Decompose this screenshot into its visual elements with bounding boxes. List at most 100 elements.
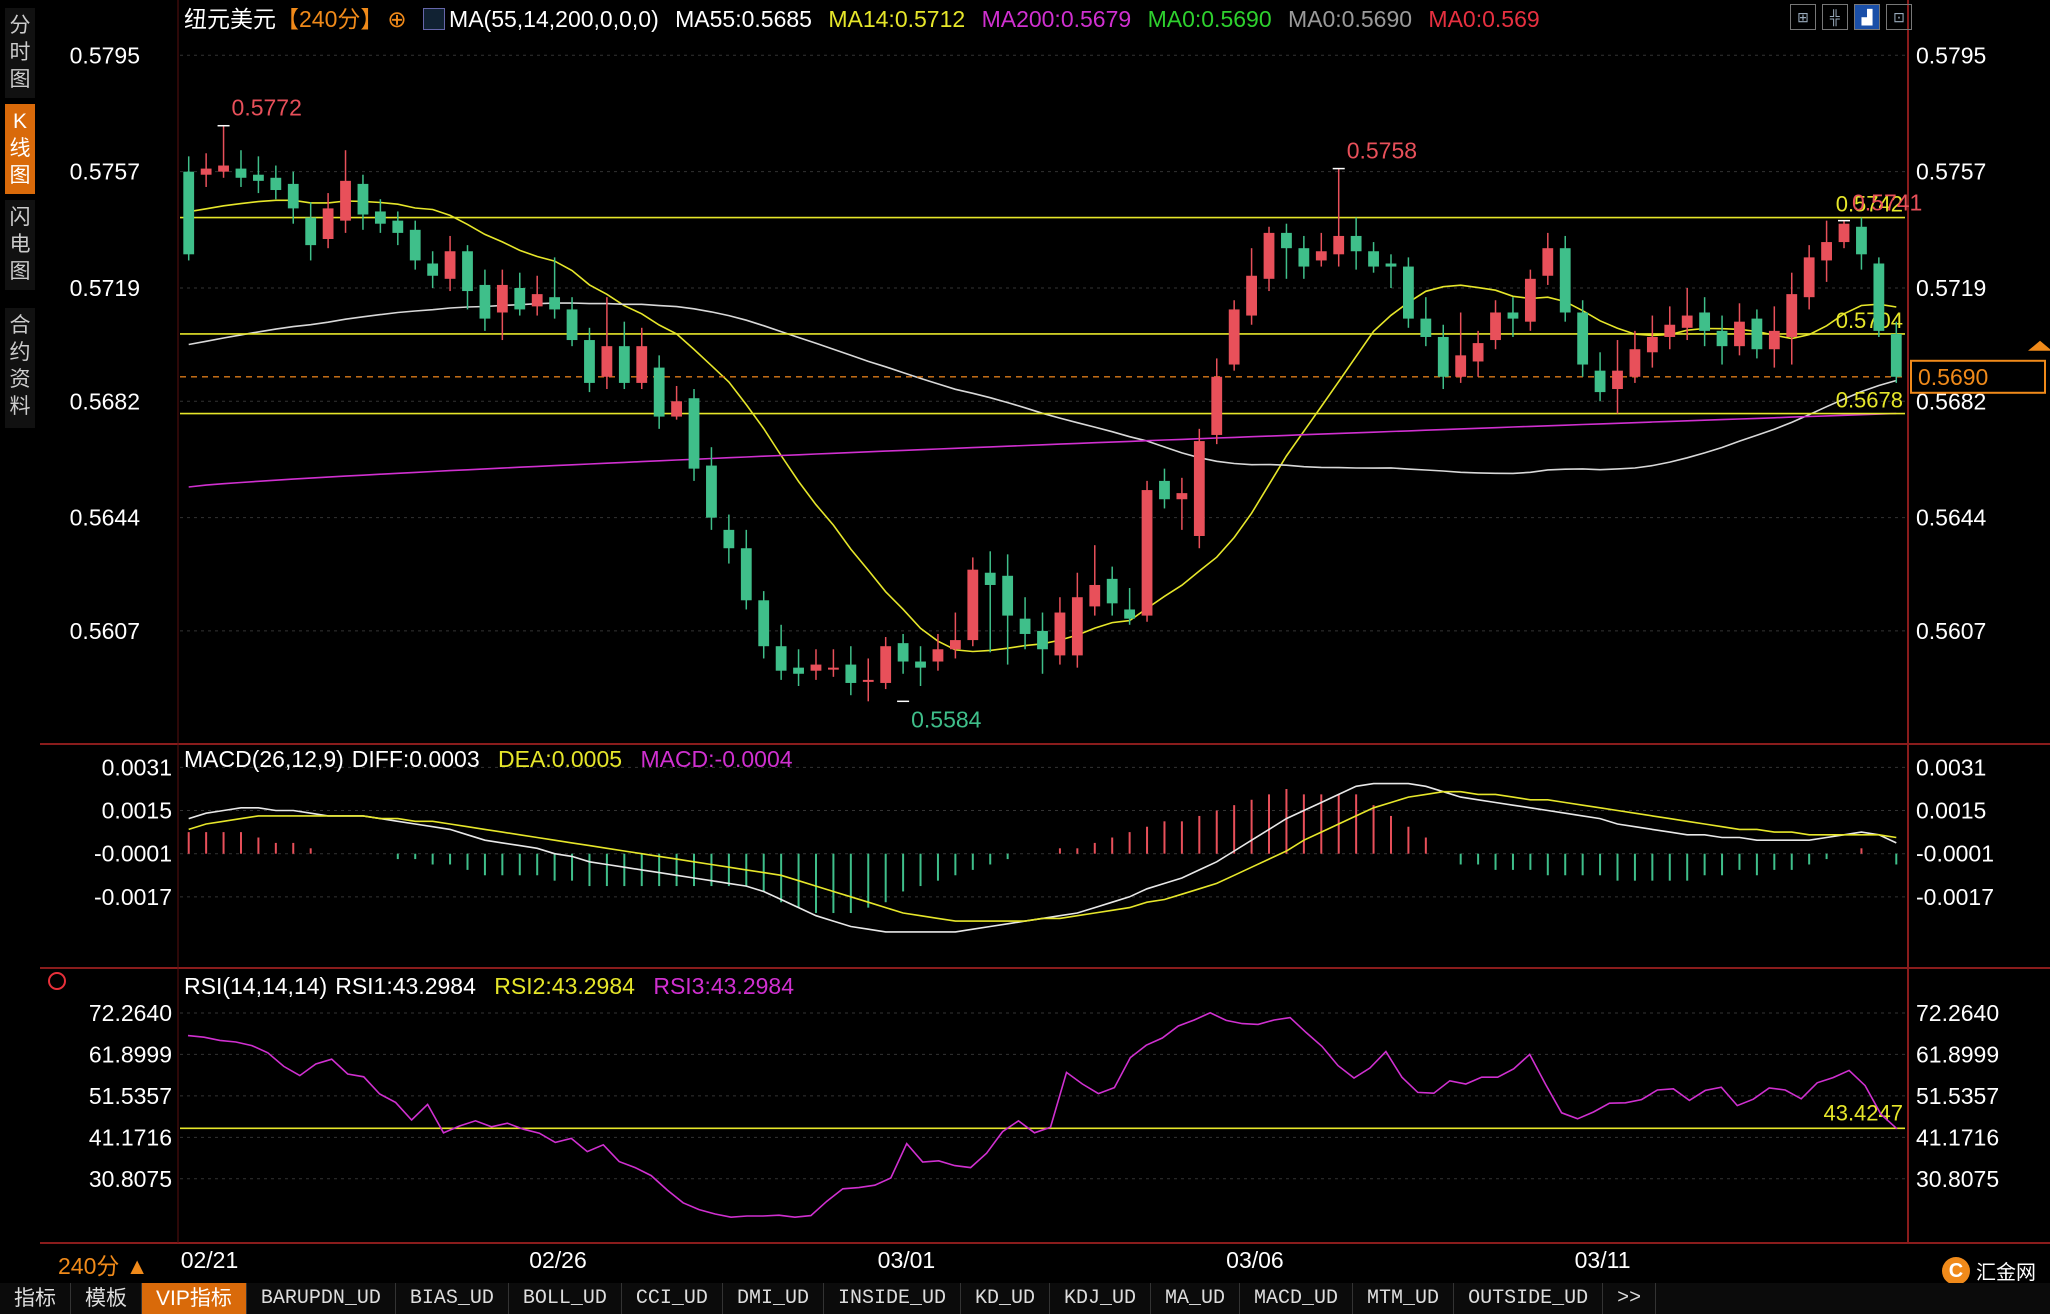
indicator-tab-4[interactable]: BIAS_UD — [396, 1283, 509, 1314]
period-indicator[interactable]: 240分 ▲ — [58, 1253, 149, 1279]
candle-body — [1612, 370, 1623, 390]
y-tick-label-right: 0.5795 — [1916, 42, 1986, 68]
y-tick-label: 0.5682 — [70, 388, 140, 414]
candle-body — [880, 646, 892, 683]
indicator-tab-13[interactable]: MTM_UD — [1353, 1283, 1455, 1314]
y-tick-label: 0.5644 — [70, 505, 141, 531]
rsi-tick-label: 61.8999 — [89, 1041, 172, 1067]
candle-body — [1490, 312, 1501, 341]
candle-body — [949, 640, 961, 650]
y-tick-label-right: 0.5719 — [1916, 275, 1986, 301]
y-tick-label: 0.5607 — [70, 618, 140, 644]
extreme-label: 0.5584 — [911, 706, 982, 732]
y-tick-label-right: 0.5607 — [1916, 618, 1986, 644]
chart-type-icon[interactable]: ▟ — [1854, 4, 1880, 30]
x-tick-label: 03/11 — [1575, 1247, 1631, 1273]
indicator-tab-3[interactable]: BARUPDN_UD — [247, 1283, 396, 1314]
y-tick-label: 0.5719 — [70, 275, 140, 301]
candle-body — [340, 180, 351, 221]
macd-tick-label: -0.0001 — [94, 841, 172, 867]
candle-body — [915, 661, 926, 668]
ma200-line — [188, 412, 1897, 488]
x-tick-label: 03/01 — [878, 1247, 936, 1273]
candle-body — [1298, 248, 1310, 267]
ma-chart-icon[interactable] — [423, 8, 446, 30]
candle-body — [1315, 251, 1327, 261]
extreme-label: 0.5758 — [1347, 138, 1417, 164]
crosshair-toggle-icon[interactable]: ╬ — [1822, 4, 1848, 30]
candle-body — [793, 667, 804, 674]
ma200-value: MA200:0.5679 — [981, 6, 1132, 32]
tab-time-chart[interactable]: 分时图 — [5, 8, 35, 98]
candle-body — [1559, 248, 1571, 313]
macd-tick-label-right: 0.0015 — [1916, 798, 1986, 824]
indicator-tab-0[interactable]: 指标 — [0, 1283, 71, 1314]
indicator-tab-7[interactable]: DMI_UD — [723, 1283, 824, 1314]
candle-body — [1507, 312, 1519, 319]
extreme-label: 0.5741 — [1852, 190, 1922, 216]
grid-icon[interactable]: ⊞ — [1790, 4, 1816, 30]
candle-body — [1228, 309, 1240, 365]
candle-body — [1176, 493, 1188, 500]
last-price-box — [1910, 359, 2046, 394]
candle-body — [1786, 294, 1798, 337]
macd-diff: DIFF:0.0003 — [351, 746, 480, 772]
tab-contract-info[interactable]: 合约资料 — [5, 308, 35, 428]
rsi-line — [187, 1011, 1898, 1219]
rsi-tick-label: 72.2640 — [89, 1000, 172, 1026]
candle-body — [1037, 630, 1048, 650]
candle-body — [740, 548, 752, 601]
indicator-tab-15[interactable]: >> — [1603, 1283, 1657, 1314]
candle-body — [1141, 490, 1153, 616]
period-selector[interactable]: 【240分】 — [276, 6, 384, 32]
indicator-tab-5[interactable]: BOLL_UD — [509, 1283, 622, 1314]
candle-body — [183, 171, 195, 255]
indicator-tab-8[interactable]: INSIDE_UD — [824, 1283, 961, 1314]
brand-logo: C 汇金网 — [1942, 1256, 2036, 1285]
candle-body — [584, 340, 595, 383]
candle-body — [1873, 263, 1885, 331]
macd-params: MACD(26,12,9) — [184, 746, 344, 772]
crosshair-icon[interactable]: ⊕ — [387, 6, 407, 32]
macd-tick-label-right: -0.0017 — [1916, 884, 1994, 910]
candle-body — [932, 649, 944, 662]
candle-body — [1890, 333, 1902, 377]
macd-dea-line — [188, 790, 1897, 922]
brand-logo-icon: C — [1942, 1256, 1970, 1285]
y-tick-label-right: 0.5644 — [1916, 505, 1987, 531]
indicator-tab-10[interactable]: KDJ_UD — [1050, 1283, 1152, 1314]
ma0-red-value: MA0:0.569 — [1428, 6, 1540, 32]
candle-body — [1856, 226, 1867, 255]
candle-body — [967, 569, 979, 641]
rsi-params: RSI(14,14,14) — [184, 973, 328, 999]
candle-body — [1350, 235, 1362, 252]
candle-body — [200, 168, 212, 175]
indicator-tab-1[interactable]: 模板 — [71, 1283, 142, 1314]
candle-body — [1751, 318, 1763, 350]
tab-flash-chart[interactable]: 闪电图 — [5, 200, 35, 290]
y-tick-label: 0.5757 — [70, 159, 140, 185]
rsi2-value: RSI2:43.2984 — [494, 973, 635, 999]
candle-body — [758, 600, 770, 647]
ma14-value: MA14:0.5712 — [828, 6, 966, 32]
candle-body — [479, 284, 491, 319]
settings-icon[interactable] — [48, 972, 66, 990]
indicator-tab-9[interactable]: KD_UD — [961, 1283, 1050, 1314]
indicator-tab-14[interactable]: OUTSIDE_UD — [1454, 1283, 1604, 1314]
indicator-tab-11[interactable]: MA_UD — [1151, 1283, 1241, 1314]
candle-body — [1455, 355, 1467, 377]
macd-tick-label: -0.0017 — [94, 884, 172, 910]
window-icon[interactable]: ⊡ — [1886, 4, 1912, 30]
candle-body — [1420, 318, 1432, 337]
indicator-tab-6[interactable]: CCI_UD — [622, 1283, 723, 1314]
candle-body — [566, 309, 578, 341]
candle-body — [862, 679, 874, 682]
rsi-header: RSI(14,14,14) RSI1:43.2984 RSI2:43.2984 R… — [184, 973, 806, 1000]
indicator-tab-12[interactable]: MACD_UD — [1240, 1283, 1354, 1314]
rsi-tick-label-right: 41.1716 — [1916, 1124, 1999, 1150]
candle-body — [897, 643, 909, 662]
rsi-tick-label: 41.1716 — [89, 1124, 172, 1150]
indicator-tab-2[interactable]: VIP指标 — [142, 1283, 247, 1314]
